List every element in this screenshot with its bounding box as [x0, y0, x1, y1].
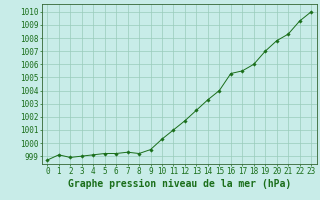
X-axis label: Graphe pression niveau de la mer (hPa): Graphe pression niveau de la mer (hPa) — [68, 179, 291, 189]
